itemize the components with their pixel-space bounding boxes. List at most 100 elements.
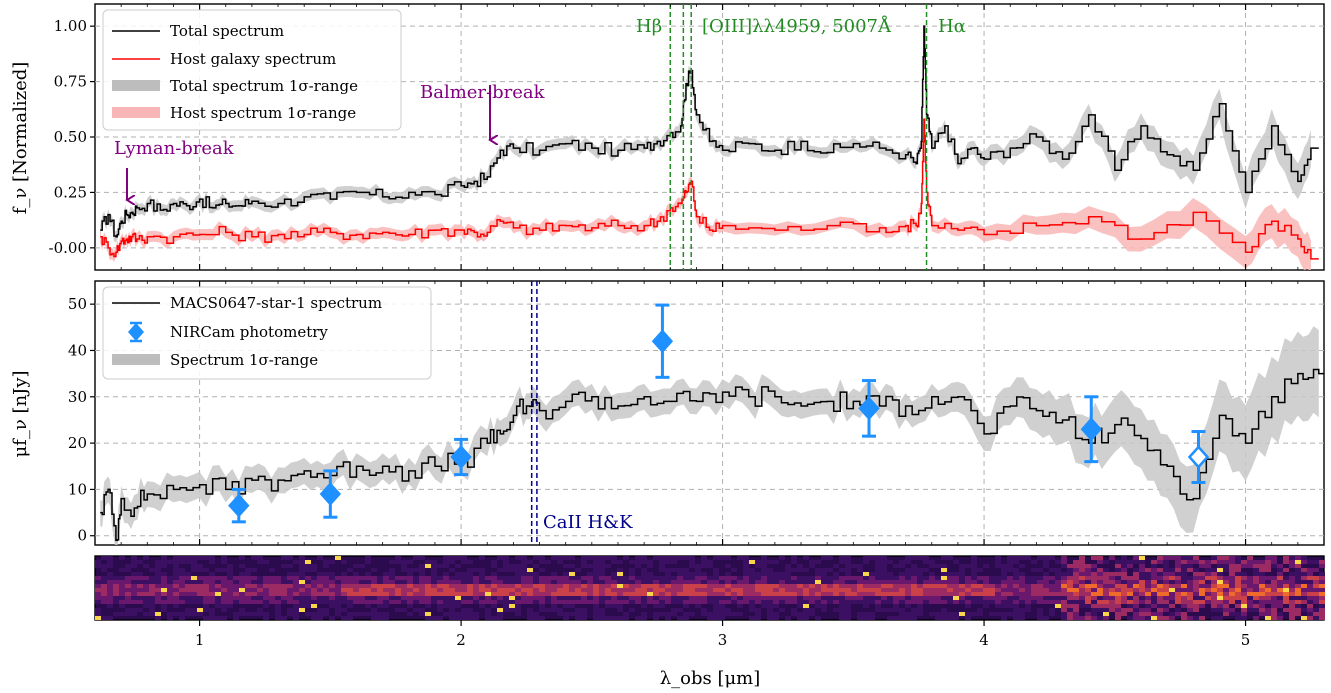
heatmap-cell <box>263 604 269 608</box>
heatmap-cell <box>605 596 611 600</box>
heatmap-cell <box>551 572 557 576</box>
heatmap-cell <box>515 612 521 616</box>
heatmap-cell <box>1151 576 1157 580</box>
heatmap-cell <box>821 596 827 600</box>
heatmap-cell <box>779 600 785 604</box>
heatmap-cell <box>1091 592 1097 596</box>
heatmap-cell <box>95 588 101 592</box>
heatmap-cell <box>185 600 191 604</box>
heatmap-cell <box>803 580 809 584</box>
heatmap-cell <box>125 608 131 612</box>
heatmap-cell <box>1187 588 1193 592</box>
legend-host-label: Host galaxy spectrum <box>170 50 336 68</box>
heatmap-cell <box>845 608 851 612</box>
heatmap-cell <box>815 584 821 588</box>
heatmap-cell <box>167 596 173 600</box>
heatmap-cell <box>845 612 851 616</box>
heatmap-cell <box>173 604 179 608</box>
heatmap-cell <box>119 576 125 580</box>
heatmap-cell <box>659 588 665 592</box>
heatmap-cell <box>563 572 569 576</box>
heatmap-cell <box>197 584 203 588</box>
heatmap-cell <box>491 560 497 564</box>
heatmap-cell <box>371 596 377 600</box>
heatmap-cell <box>611 576 617 580</box>
heatmap-cell <box>857 588 863 592</box>
heatmap-cell <box>845 604 851 608</box>
heatmap-cell <box>827 568 833 572</box>
heatmap-cell <box>335 576 341 580</box>
heatmap-cell <box>605 604 611 608</box>
heatmap-cell <box>1199 604 1205 608</box>
heatmap-cell <box>533 616 539 620</box>
heatmap-cell <box>167 592 173 596</box>
heatmap-cell <box>731 600 737 604</box>
heatmap-cell <box>773 600 779 604</box>
heatmap-cell <box>1019 608 1025 612</box>
heatmap-cell <box>509 592 515 596</box>
heatmap-cell <box>371 592 377 596</box>
heatmap-cell <box>281 564 287 568</box>
heatmap-cell <box>389 580 395 584</box>
heatmap-cell <box>383 604 389 608</box>
heatmap-cell <box>1241 584 1247 588</box>
heatmap-cell <box>1301 588 1307 592</box>
heatmap-cell <box>341 584 347 588</box>
heatmap-cell <box>353 580 359 584</box>
heatmap-cell <box>1031 576 1037 580</box>
heatmap-cell <box>371 608 377 612</box>
heatmap-cell <box>515 592 521 596</box>
heatmap-cell <box>869 576 875 580</box>
heatmap-cell <box>1073 564 1079 568</box>
heatmap-cell <box>137 600 143 604</box>
heatmap-cell <box>107 564 113 568</box>
heatmap-cell <box>1091 556 1097 560</box>
heatmap-cell <box>575 596 581 600</box>
heatmap-cell <box>1001 616 1007 620</box>
heatmap-cell <box>1283 588 1289 592</box>
heatmap-cell <box>803 588 809 592</box>
heatmap-cell <box>719 616 725 620</box>
heatmap-cell <box>329 596 335 600</box>
heatmap-cell <box>1133 584 1139 588</box>
heatmap-cell <box>959 576 965 580</box>
heatmap-cell <box>329 576 335 580</box>
heatmap-cell <box>1223 584 1229 588</box>
heatmap-cell <box>149 612 155 616</box>
heatmap-cell <box>1265 608 1271 612</box>
heatmap-cell <box>407 592 413 596</box>
heatmap-cell <box>1313 576 1319 580</box>
heatmap-cell <box>203 576 209 580</box>
heatmap-cell <box>719 612 725 616</box>
heatmap-cell <box>785 576 791 580</box>
heatmap-cell <box>755 608 761 612</box>
heatmap-cell <box>1175 580 1181 584</box>
heatmap-cell <box>899 592 905 596</box>
heatmap-cell <box>539 592 545 596</box>
heatmap-cell <box>197 592 203 596</box>
heatmap-cell <box>863 560 869 564</box>
heatmap-cell <box>1031 596 1037 600</box>
heatmap-cell <box>1193 592 1199 596</box>
heatmap-cell <box>509 564 515 568</box>
heatmap-cell <box>599 576 605 580</box>
heatmap-cell <box>143 600 149 604</box>
heatmap-cell <box>191 588 197 592</box>
heatmap-cell <box>551 608 557 612</box>
heatmap-cell <box>827 600 833 604</box>
heatmap-cell <box>173 572 179 576</box>
heatmap-cell <box>509 584 515 588</box>
heatmap-cell <box>323 560 329 564</box>
heatmap-cell <box>743 564 749 568</box>
heatmap-cell <box>569 604 575 608</box>
heatmap-cell <box>1253 604 1259 608</box>
heatmap-cell <box>1157 600 1163 604</box>
heatmap-cell <box>953 580 959 584</box>
heatmap-cell <box>1157 580 1163 584</box>
heatmap-cell <box>965 596 971 600</box>
heatmap-cell <box>383 584 389 588</box>
heatmap-cell <box>845 576 851 580</box>
heatmap-cell <box>1025 576 1031 580</box>
heatmap-cell <box>1217 604 1223 608</box>
heatmap-cell <box>869 580 875 584</box>
